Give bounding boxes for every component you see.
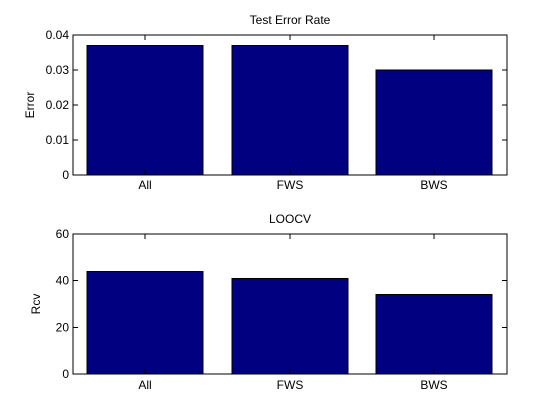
x-tick-label-fws: FWS	[277, 378, 304, 392]
y-tick-label: 40	[56, 274, 70, 288]
test-error-rate-chart: Test Error Rate 0 0.01 0.02 0.03 0.04 All FWS BW…	[23, 13, 508, 192]
chart-panels: Test Error Rate 0 0.01 0.02 0.03 0.04 All FWS BW…	[23, 13, 508, 392]
y-tick-label: 0.03	[46, 63, 70, 77]
chart-title-loocv: LOOCV	[269, 212, 311, 226]
y-tick-label: 0	[62, 168, 69, 182]
bar-all	[86, 270, 204, 375]
bar-fws	[231, 277, 349, 375]
bar-fws	[231, 45, 349, 176]
y-tick-label: 0.04	[46, 28, 70, 42]
x-tick-label-all: All	[138, 178, 151, 192]
bar-bws	[375, 294, 493, 375]
chart-title-test-error-rate: Test Error Rate	[250, 13, 331, 27]
y-axis-label-rcv: Rcv	[29, 294, 43, 315]
x-tick-label-bws: BWS	[420, 178, 447, 192]
y-tick-label: 0.01	[46, 133, 70, 147]
y-tick-label: 0	[62, 367, 69, 381]
x-tick-label-bws: BWS	[420, 378, 447, 392]
bar-all	[86, 45, 204, 176]
x-tick-label-fws: FWS	[277, 178, 304, 192]
bar-bws	[375, 69, 493, 176]
y-axis-label-error: Error	[23, 92, 37, 119]
loocv-chart: LOOCV 0 20 40 60 All FWS BWS Rcv	[29, 212, 508, 392]
y-tick-label: 20	[56, 320, 70, 334]
x-tick-label-all: All	[138, 378, 151, 392]
y-tick-label: 60	[56, 227, 70, 241]
y-tick-label: 0.02	[46, 98, 70, 112]
